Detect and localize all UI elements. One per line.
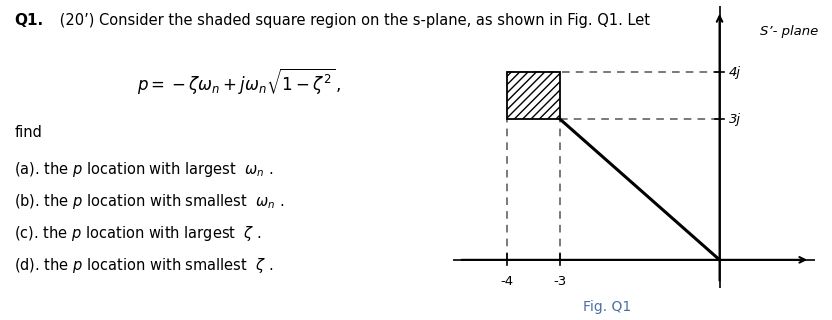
Bar — [507, 72, 560, 119]
Text: (a). the $p$ location with largest  $\omega_n$ .: (a). the $p$ location with largest $\ome… — [14, 160, 274, 179]
Text: (b). the $p$ location with smallest  $\omega_n$ .: (b). the $p$ location with smallest $\om… — [14, 192, 285, 211]
Text: $p = -\zeta\omega_n + j\omega_n\sqrt{1-\zeta^2}\,,$: $p = -\zeta\omega_n + j\omega_n\sqrt{1-\… — [137, 67, 341, 98]
Text: (c). the $p$ location with largest  $\zeta$ .: (c). the $p$ location with largest $\zet… — [14, 224, 262, 243]
Text: (d). the $p$ location with smallest  $\zeta$ .: (d). the $p$ location with smallest $\ze… — [14, 256, 274, 275]
Text: -3: -3 — [553, 275, 567, 288]
Text: Q1.: Q1. — [14, 13, 43, 28]
Text: Fig. Q1: Fig. Q1 — [583, 300, 631, 314]
Text: S’- plane: S’- plane — [760, 25, 818, 38]
Text: 4j: 4j — [729, 66, 741, 79]
Text: find: find — [14, 125, 42, 140]
Text: (20’) Consider the shaded square region on the s-plane, as shown in Fig. Q1. Let: (20’) Consider the shaded square region … — [55, 13, 650, 28]
Text: 3j: 3j — [729, 113, 741, 125]
Text: -4: -4 — [500, 275, 513, 288]
